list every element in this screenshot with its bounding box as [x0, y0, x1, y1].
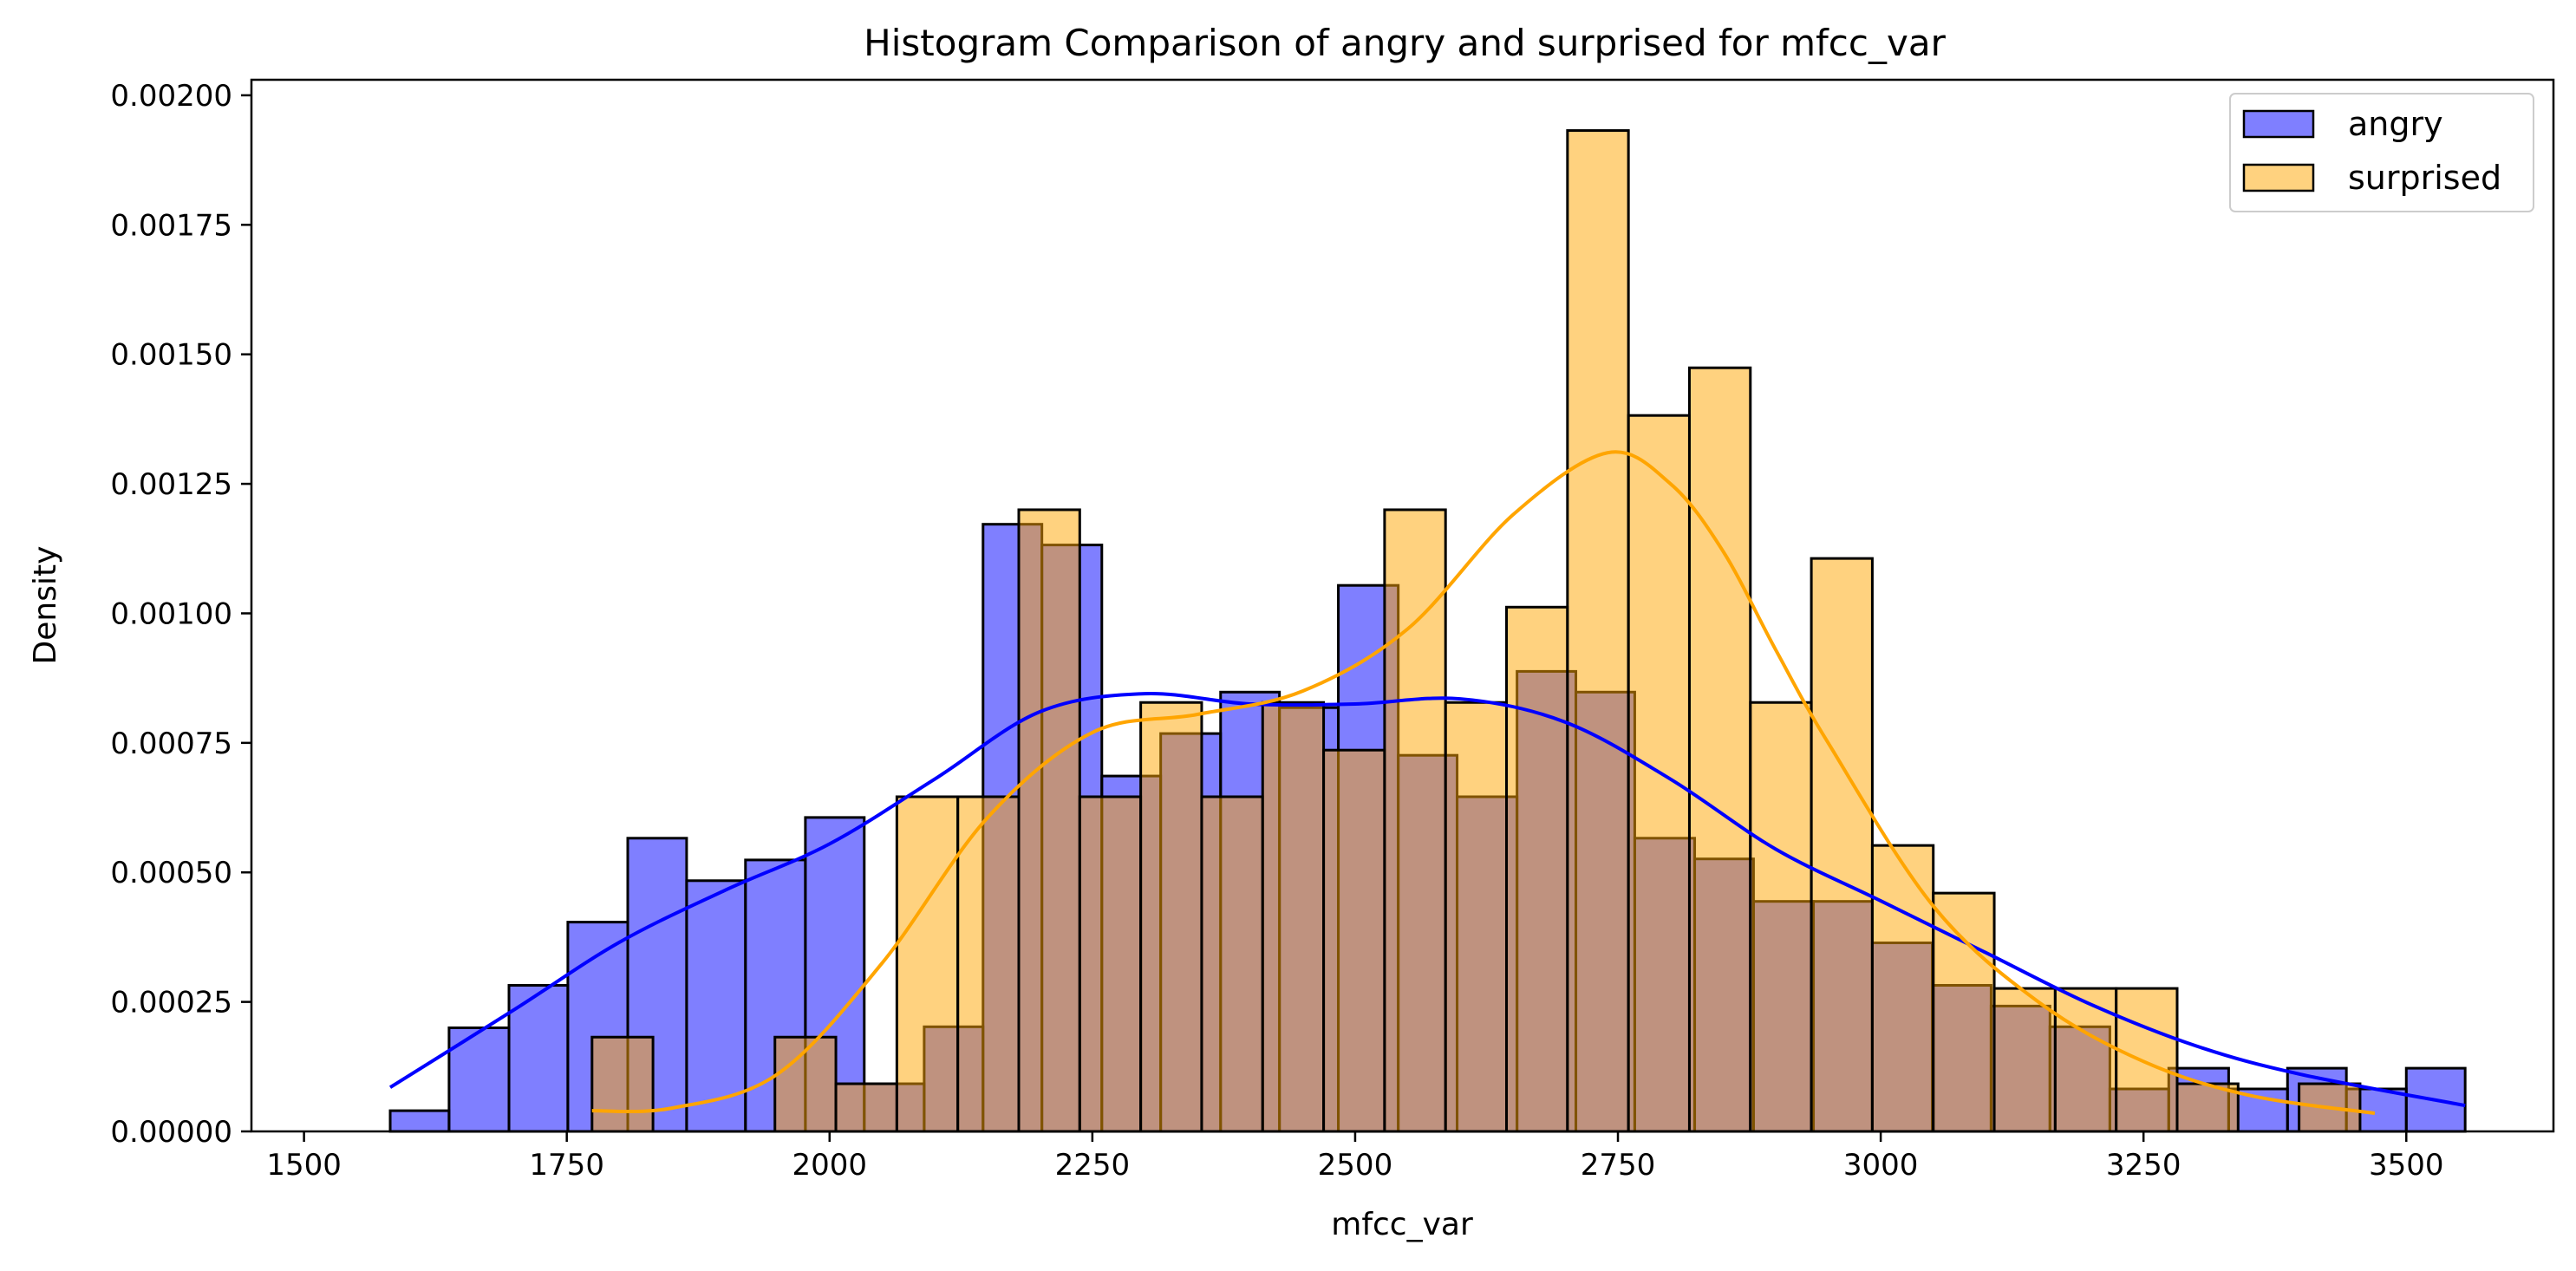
kde-curves [388, 450, 2466, 1116]
legend-label-surprised: surprised [2348, 159, 2501, 197]
y-axis-label: Density [28, 546, 63, 665]
x-tick-label: 3250 [2106, 1148, 2181, 1183]
bar-angry-2 [507, 983, 570, 1133]
legend-swatch-surprised [2242, 163, 2315, 192]
bar-surprised-12 [1322, 748, 1386, 1133]
y-tick-label: 0.00025 [110, 986, 232, 1020]
bar-angry-34 [2404, 1066, 2467, 1133]
plot-frame [250, 78, 2555, 1133]
bar-surprised-11 [1261, 701, 1326, 1133]
x-axis-label: mfcc_var [1331, 1207, 1473, 1242]
x-tick-label: 2250 [1055, 1148, 1131, 1183]
kde-line-surprised [591, 450, 2376, 1116]
x-tick-label: 2500 [1318, 1148, 1393, 1183]
bar-surprised-0 [590, 1035, 655, 1133]
bar-surprised-10 [1200, 795, 1264, 1133]
y-tick-label: 0.00200 [110, 79, 232, 114]
x-tick-label: 2750 [1581, 1148, 1656, 1183]
bar-angry-0 [388, 1109, 451, 1133]
bar-surprised-7 [1017, 508, 1081, 1133]
y-tick-label: 0.00175 [110, 208, 232, 243]
legend: angry surprised [2229, 93, 2534, 212]
x-axis: 1500 1750 2000 2250 2500 2750 3000 3250 3500 [266, 1131, 2444, 1183]
y-tick-label: 0.00125 [110, 467, 232, 502]
bar-surprised-16 [1566, 129, 1630, 1133]
bar-surprised-18 [1687, 366, 1752, 1133]
chart-title: Histogram Comparison of angry and surpri… [864, 22, 1946, 64]
bar-surprised-19 [1749, 701, 1813, 1133]
kde-line-angry [388, 691, 2466, 1108]
bar-surprised-15 [1505, 605, 1569, 1133]
bar-surprised-20 [1810, 557, 1874, 1133]
x-tick-label: 1750 [529, 1148, 604, 1183]
bar-surprised-22 [1932, 891, 1996, 1133]
bar-surprised-25 [2115, 987, 2179, 1133]
y-tick-label: 0.00075 [110, 727, 232, 761]
x-tick-label: 2000 [792, 1148, 868, 1183]
bar-surprised-21 [1870, 844, 1935, 1133]
bar-surprised-14 [1444, 701, 1509, 1133]
y-tick-label: 0.00050 [110, 856, 232, 890]
bar-surprised-13 [1383, 508, 1447, 1133]
histogram-bars [388, 129, 2467, 1133]
bar-surprised-23 [1992, 987, 2057, 1133]
legend-label-angry: angry [2348, 105, 2443, 143]
bar-surprised-6 [956, 795, 1021, 1133]
x-tick-label: 3500 [2369, 1148, 2444, 1183]
y-tick-label: 0.00000 [110, 1115, 232, 1150]
bar-surprised-8 [1078, 795, 1143, 1133]
y-axis: 0.00000 0.00025 0.00050 0.00075 0.00100 0.001… [110, 79, 251, 1150]
bar-surprised-4 [834, 1082, 898, 1133]
x-tick-label: 1500 [266, 1148, 342, 1183]
bar-surprised-5 [895, 795, 960, 1133]
y-tick-label: 0.00150 [110, 338, 232, 373]
y-tick-label: 0.00100 [110, 596, 232, 631]
legend-swatch-angry [2242, 109, 2315, 139]
bar-surprised-9 [1139, 701, 1203, 1133]
x-tick-label: 3000 [1843, 1148, 1919, 1183]
